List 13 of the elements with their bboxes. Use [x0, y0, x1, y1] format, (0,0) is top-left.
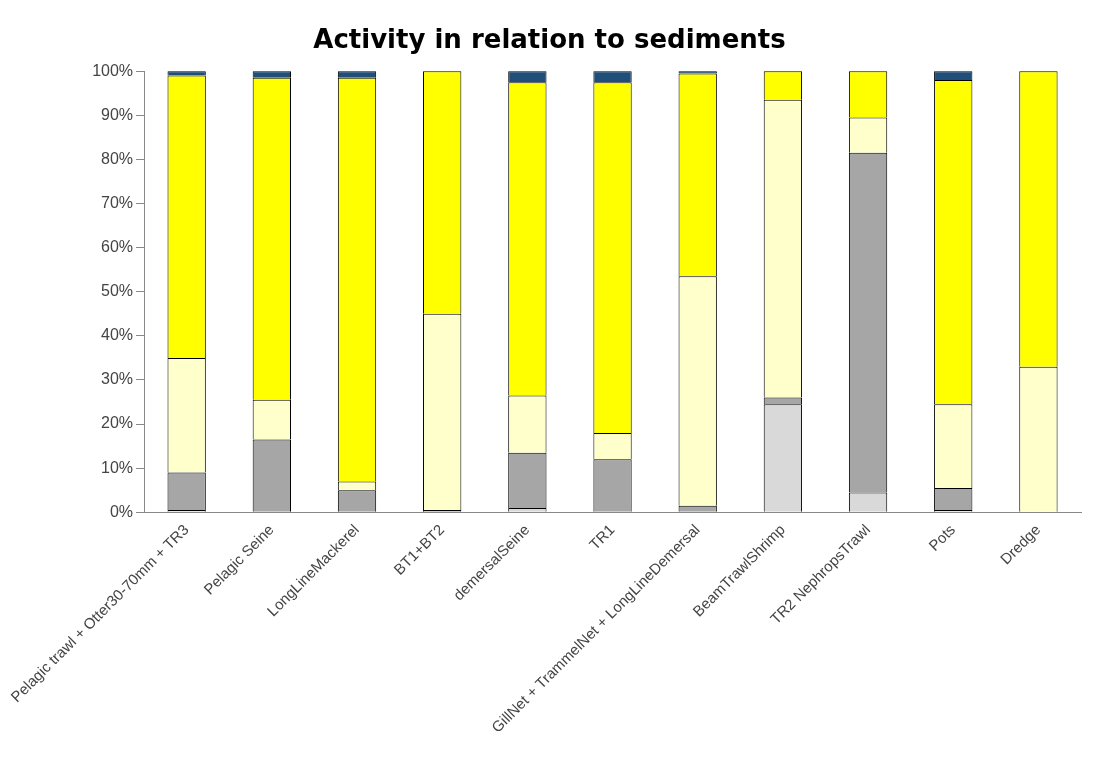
y-tick-label: 0% [109, 502, 134, 520]
y-tick-label: 30% [101, 370, 134, 388]
y-tick-label: 100% [92, 61, 134, 79]
y-tick-label: 80% [101, 149, 134, 167]
y-tick-label: 60% [101, 238, 134, 256]
y-tick-label: 50% [101, 282, 134, 300]
y-tick-label: 90% [101, 105, 134, 123]
y-tick-label: 20% [101, 414, 134, 432]
x-tick-label: Pots [925, 520, 959, 554]
y-tick-label: 70% [101, 193, 134, 211]
y-tick-label: 40% [101, 326, 134, 344]
y-tick-label: 10% [101, 458, 134, 476]
chart-title: Activity in relation to sediments [313, 24, 786, 55]
